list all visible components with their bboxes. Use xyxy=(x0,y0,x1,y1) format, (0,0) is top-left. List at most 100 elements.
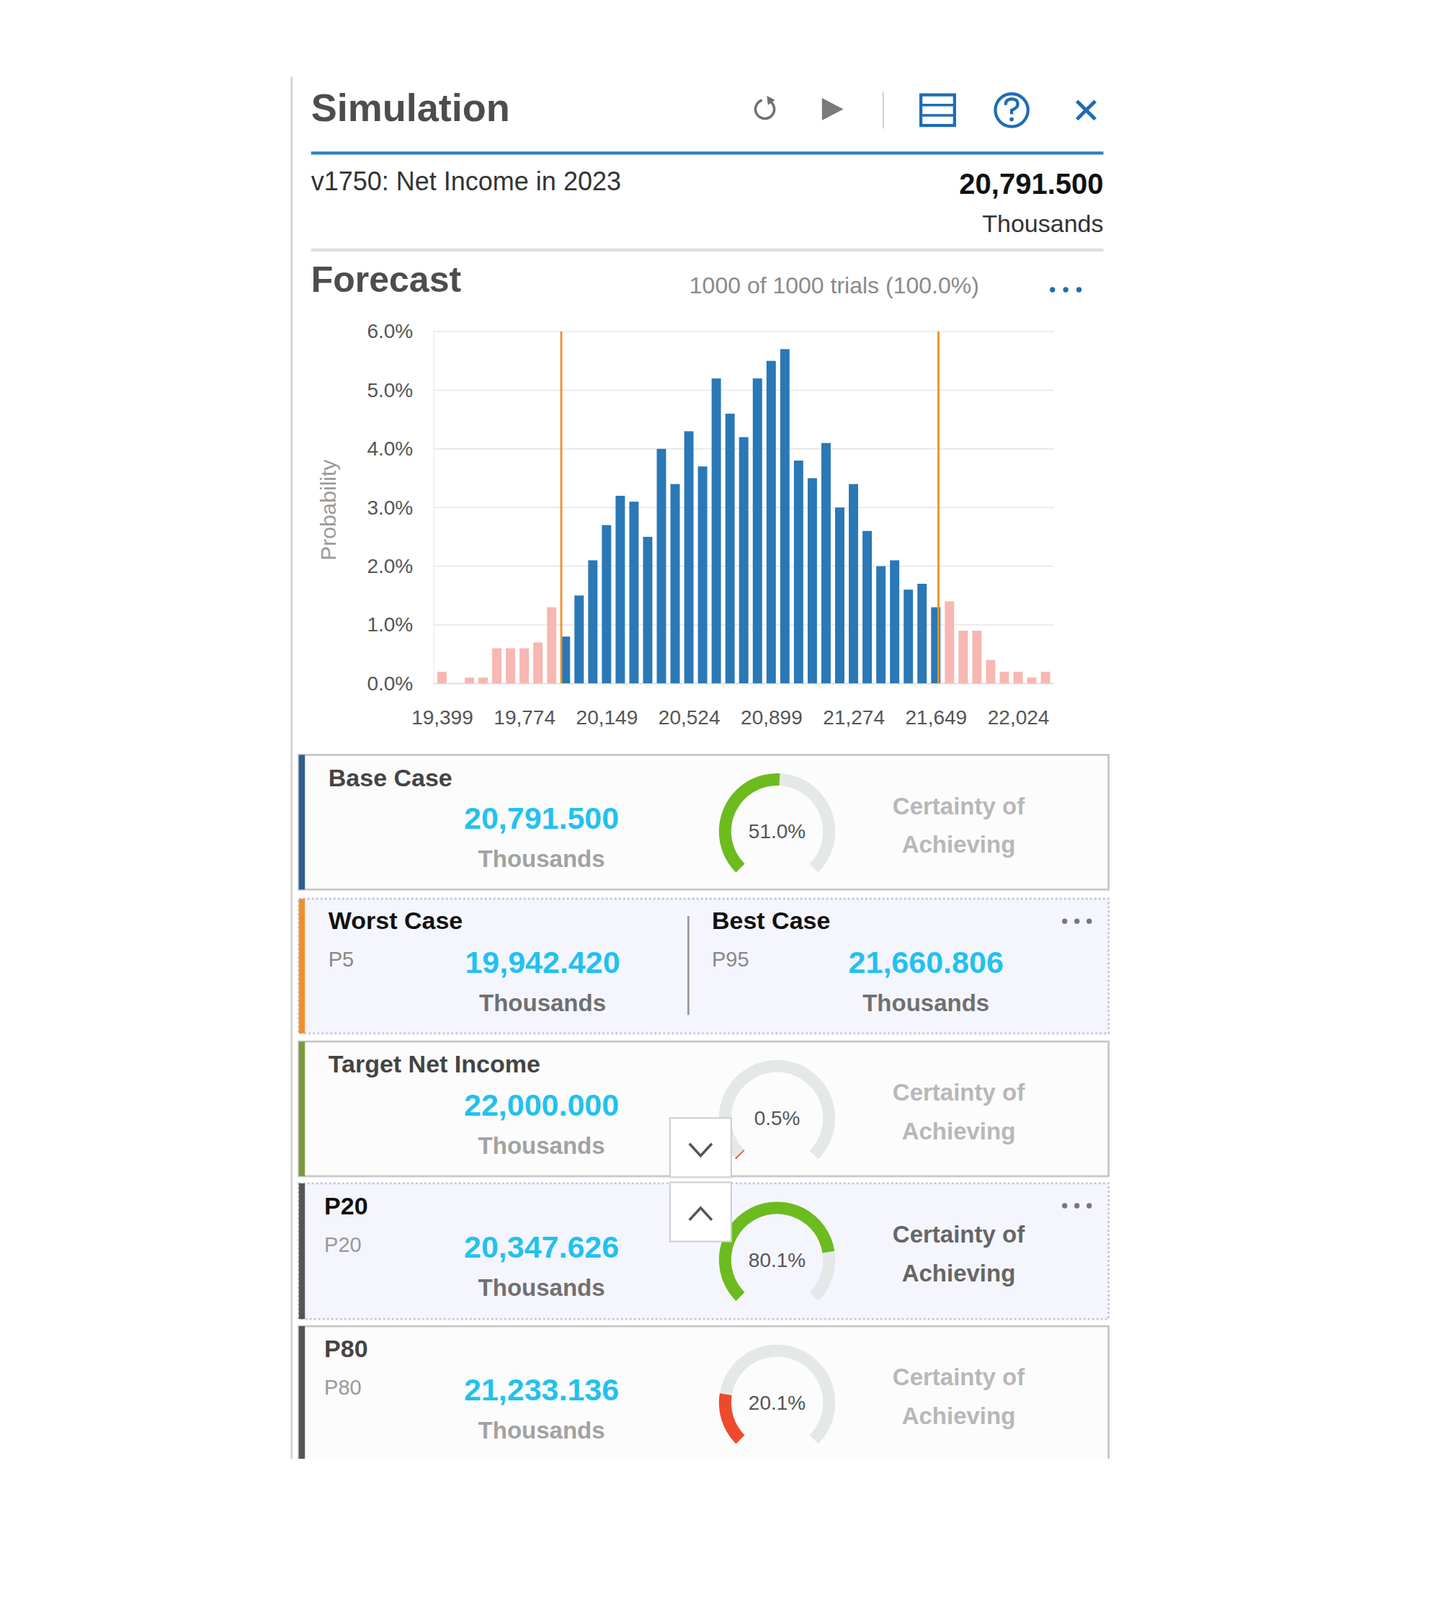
more-dot[interactable] xyxy=(1062,286,1068,292)
forecast-name: v1750: Net Income in 2023 xyxy=(311,166,622,196)
run-button[interactable] xyxy=(822,97,844,121)
y-tick: 3.0% xyxy=(366,496,434,519)
gauge xyxy=(719,773,836,873)
histogram-bar xyxy=(862,531,872,684)
card-background xyxy=(299,1325,1109,1459)
chevron[interactable] xyxy=(689,1143,712,1156)
card-subtitle: P80 xyxy=(324,1375,362,1399)
histogram-bar xyxy=(587,559,598,684)
view-icon-line[interactable] xyxy=(920,103,955,107)
more-dot[interactable] xyxy=(1086,1202,1092,1208)
y-tick: 2.0% xyxy=(366,554,434,578)
histogram-bar xyxy=(821,443,831,684)
histogram-bar xyxy=(848,484,859,684)
histogram-bar xyxy=(492,648,502,684)
panel-edge xyxy=(290,76,293,1459)
y-axis-line xyxy=(433,332,435,684)
gauge-track xyxy=(719,1344,836,1444)
card-value: 21,233.136 xyxy=(464,1371,619,1407)
histogram-bar xyxy=(1000,671,1010,684)
more-dot[interactable] xyxy=(1086,917,1092,923)
gauge-track xyxy=(719,1059,836,1160)
card-border xyxy=(299,1325,1109,1459)
y-tick: 4.0% xyxy=(366,437,434,460)
forecast-units: Thousands xyxy=(982,209,1104,238)
histogram-bar xyxy=(739,437,749,684)
refresh-button[interactable] xyxy=(754,95,776,120)
close-icon[interactable] xyxy=(1077,100,1096,119)
x-tick: 20,149 xyxy=(576,683,639,729)
histogram-bar xyxy=(766,360,776,684)
x-tick-label: 19,399 xyxy=(411,706,474,729)
card[interactable]: Base Case20,791.500Thousands51.0%Certain… xyxy=(299,754,1109,890)
more-button[interactable] xyxy=(1062,1202,1092,1208)
histogram-bar xyxy=(876,566,886,684)
refresh-icon[interactable] xyxy=(754,98,776,120)
histogram-bar xyxy=(958,630,968,684)
x-tick: 22,024 xyxy=(987,683,1050,729)
y-tick-label: 0.0% xyxy=(366,672,413,695)
gauge-track xyxy=(719,1201,836,1301)
more-dot[interactable] xyxy=(1049,286,1055,292)
histogram-bar xyxy=(780,348,790,684)
certainty-text: Certainty of xyxy=(892,1078,1026,1106)
gauge xyxy=(719,1344,836,1444)
button-box[interactable] xyxy=(670,1117,732,1177)
histogram-bar xyxy=(670,484,681,684)
card-value: 20,791.500 xyxy=(464,800,619,836)
gauge xyxy=(719,1201,836,1301)
card-units: Thousands xyxy=(478,1131,606,1159)
divider xyxy=(311,248,1104,252)
card-units: Thousands xyxy=(478,1273,606,1301)
histogram-bar xyxy=(698,466,708,684)
card-accent xyxy=(299,898,305,1034)
card-title: Best Case xyxy=(711,906,831,934)
card[interactable]: Worst CaseP519,942.420ThousandsBest Case… xyxy=(299,898,1109,1034)
gauge-label: 20.1% xyxy=(748,1391,806,1414)
help-glyph[interactable] xyxy=(1005,98,1019,114)
more-dot[interactable] xyxy=(1074,1202,1080,1208)
more-dot[interactable] xyxy=(1074,917,1080,923)
card-divider xyxy=(687,915,690,1015)
more-dot[interactable] xyxy=(1076,286,1082,292)
view-icon-line[interactable] xyxy=(920,113,955,117)
histogram-bar xyxy=(793,460,804,684)
card-title: Target Net Income xyxy=(328,1049,541,1078)
section-title: Forecast xyxy=(311,259,462,300)
histogram-bar xyxy=(601,525,611,684)
card-units: Thousands xyxy=(479,989,606,1016)
x-tick-label: 19,774 xyxy=(493,706,556,729)
move-up-button[interactable] xyxy=(670,1181,732,1241)
view-button[interactable] xyxy=(920,95,955,126)
x-tick-label: 22,024 xyxy=(987,706,1050,729)
more-dot[interactable] xyxy=(1062,1202,1068,1208)
histogram-bar xyxy=(903,589,913,684)
chevron[interactable] xyxy=(689,1207,712,1220)
x-tick: 20,524 xyxy=(658,683,721,729)
card-subtitle: P20 xyxy=(324,1232,362,1256)
help-button[interactable] xyxy=(995,93,1028,127)
histogram-bar xyxy=(642,536,653,684)
help-dot[interactable] xyxy=(1009,117,1014,122)
histogram-bar xyxy=(437,671,447,684)
button-box[interactable] xyxy=(670,1181,732,1241)
close-button[interactable] xyxy=(1077,100,1096,119)
forecast-value: 20,791.500 xyxy=(958,167,1104,200)
more-button[interactable] xyxy=(1049,286,1082,292)
screen: Simulationv1750: Net Income in 202320,79… xyxy=(0,0,1441,1600)
more-button[interactable] xyxy=(1062,917,1092,923)
move-down-button[interactable] xyxy=(670,1117,732,1177)
x-tick: 19,774 xyxy=(493,683,556,729)
y-axis-title: Probability xyxy=(316,459,341,561)
refresh-arrow[interactable] xyxy=(766,95,775,106)
close-icon[interactable] xyxy=(1077,100,1096,119)
gauge-value xyxy=(734,1149,745,1159)
histogram-bar xyxy=(505,648,516,684)
card[interactable]: P80P8021,233.136Thousands20.1%Certainty … xyxy=(299,1325,1109,1459)
help-icon[interactable] xyxy=(995,93,1028,127)
histogram-bar xyxy=(657,448,667,684)
histogram-bar xyxy=(533,641,543,684)
histogram-bar xyxy=(835,507,845,684)
view-icon[interactable] xyxy=(920,95,955,126)
more-dot[interactable] xyxy=(1062,917,1068,923)
